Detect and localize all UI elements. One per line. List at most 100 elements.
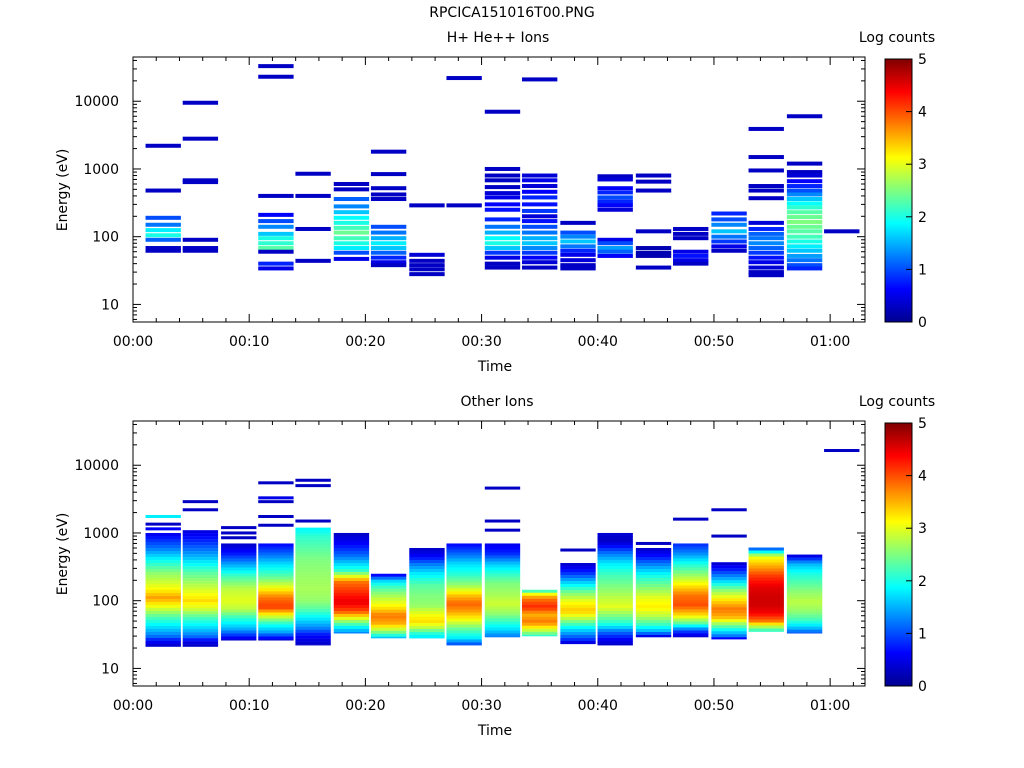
spectrogram-cell [446, 615, 482, 619]
spectrogram-cell [446, 624, 482, 628]
spectrogram-cell [786, 623, 823, 627]
spectrogram-cell [711, 534, 747, 538]
spectrogram-cell [484, 561, 521, 565]
spectrogram-cell [711, 574, 747, 578]
spectrogram-cell [182, 237, 219, 242]
spectrogram-cell [786, 210, 823, 215]
spectrogram-cell [786, 179, 823, 184]
spectrogram-cell [484, 555, 521, 559]
spectrogram-cell [521, 255, 558, 260]
spectrogram-cell [409, 601, 445, 606]
spectrogram-cell [333, 619, 370, 624]
y-axis-label: Energy (eV) [55, 513, 71, 596]
spectrogram-cell [333, 553, 370, 558]
colorbar-tick-label: 1 [918, 626, 927, 642]
spectrogram-cell [521, 604, 558, 608]
spectrogram-cell [786, 602, 823, 606]
spectrogram-cell [597, 177, 633, 182]
spectrogram-cell [711, 565, 747, 569]
spectrogram-cell [673, 258, 709, 263]
spectrogram-cell [484, 202, 521, 207]
spectrogram-cell [748, 586, 784, 590]
y-tick-label: 100 [92, 594, 119, 610]
spectrogram-cell [333, 622, 370, 627]
colorbar-tick-label: 2 [918, 574, 927, 590]
colorbar-tick-label: 2 [918, 210, 927, 226]
spectrogram-cell [786, 587, 823, 591]
spectrogram-cell [635, 589, 672, 594]
spectrogram-cell [786, 629, 823, 633]
spectrogram-cell [597, 203, 633, 208]
spectrogram-cell [786, 575, 823, 579]
spectrogram-cell [597, 253, 633, 258]
spectrogram-cell [182, 617, 219, 621]
spectrogram-cell [521, 601, 558, 605]
spectrogram-cell [258, 606, 294, 610]
spectrogram-cell [786, 170, 823, 175]
spectrogram-cell [484, 546, 521, 550]
spectrogram-cell [258, 585, 294, 589]
spectrogram-cell [446, 630, 482, 634]
panel-h-he-ions: H+ He++ Ions 00:00 00:10 00:20 00:30 00:40 00… [55, 30, 935, 375]
spectrogram-cell [370, 255, 407, 260]
spectrogram-cell [521, 619, 558, 623]
spectrogram-cell [370, 172, 407, 177]
spectrogram-cell [673, 585, 709, 589]
spectrogram-cell [258, 609, 294, 613]
spectrogram-cell [711, 577, 747, 581]
colorbar-label: Log counts [859, 30, 935, 46]
spectrogram-cell [635, 550, 672, 555]
spectrogram-cell [182, 248, 219, 253]
spectrogram-cell [370, 149, 407, 154]
spectrogram-cell [748, 625, 784, 629]
spectrogram-cell [333, 230, 370, 235]
spectrogram-cell [182, 566, 219, 570]
spectrogram-cell [145, 553, 181, 558]
spectrogram-cell [333, 607, 370, 612]
spectrogram-cell [786, 590, 823, 594]
spectrogram-cell [145, 604, 181, 609]
spectrogram-cell [484, 528, 521, 532]
spectrogram-cell [221, 526, 257, 530]
spectrogram-cell [748, 273, 784, 278]
spectrogram-cell [221, 600, 257, 604]
spectrogram-cell [521, 607, 558, 611]
spectrogram-cell [258, 564, 294, 568]
spectrogram-cell [597, 580, 633, 585]
spectrogram-cell [258, 591, 294, 595]
x-axis-label: Time [477, 723, 512, 739]
spectrogram-cell [748, 155, 784, 160]
spectrogram-cell [446, 597, 482, 601]
spectrogram-cell [711, 222, 747, 227]
spectrogram-cell [635, 173, 672, 178]
spectrogram-cell [258, 212, 294, 217]
spectrogram-cell [711, 217, 747, 222]
spectrogram-cell [145, 535, 181, 540]
spectrogram-cell [748, 260, 784, 265]
spectrogram-cell [182, 626, 219, 630]
spectrogram-cell [560, 614, 596, 618]
spectrogram-cell [748, 547, 784, 551]
spectrogram-cell [221, 612, 257, 616]
colorbar-label: Log counts [859, 394, 935, 410]
spectrogram-cell [258, 543, 294, 547]
colorbar-tick-label: 5 [918, 416, 927, 432]
panel-other-ions: Other Ions 00:00 00:10 00:20 00:30 00:40 00:5… [55, 394, 935, 739]
spectrogram-cell [711, 589, 747, 593]
spectrogram-cell [597, 628, 633, 633]
spectrogram-cell [484, 552, 521, 556]
spectrogram-cell [221, 627, 257, 631]
spectrogram-cell [635, 229, 672, 234]
spectrogram-cell [673, 231, 709, 236]
spectrogram-cell [295, 539, 331, 543]
spectrogram-cell [748, 246, 784, 251]
spectrogram-cell [748, 270, 784, 275]
spectrogram-cell [673, 618, 709, 622]
spectrogram-cell [635, 607, 672, 612]
spectrogram-cell [786, 201, 823, 206]
spectrogram-cell [182, 575, 219, 579]
spectrogram-cell [748, 568, 784, 572]
spectrogram-cell [370, 585, 407, 589]
spectrogram-cell [370, 609, 407, 613]
spectrogram-cell [221, 615, 257, 619]
